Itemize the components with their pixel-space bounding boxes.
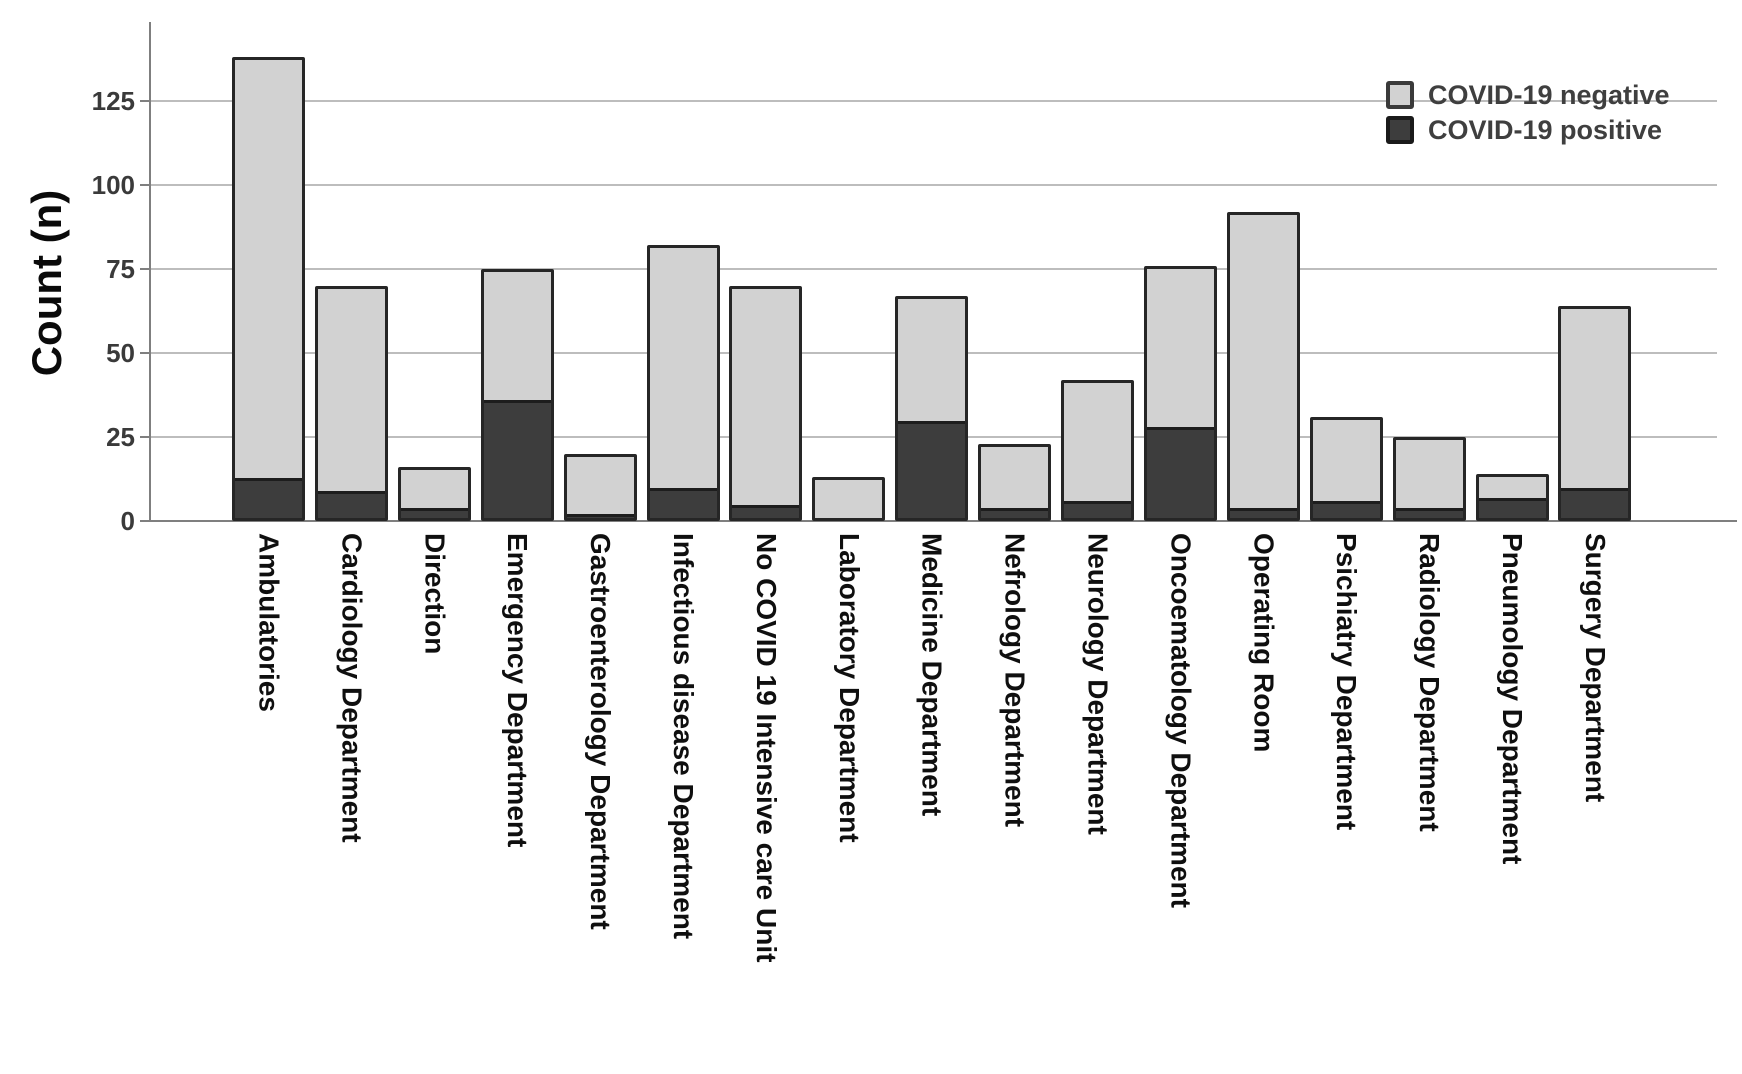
bar-positive-segment [898,421,966,518]
legend-item: COVID-19 negative [1386,80,1670,110]
bar-positive-segment [1064,501,1131,518]
x-category-label: Psichiatry Department [1331,533,1363,831]
y-tick-label: 50 [106,338,135,368]
legend-swatch-icon [1386,116,1414,144]
x-category-label: Gastroenterology Department [585,533,617,930]
bar-positive-segment [483,400,551,518]
x-category-label: Nefrology Department [999,533,1031,828]
legend-swatch-icon [1386,81,1414,109]
x-category-label: Direction [419,533,451,655]
x-category-label: No COVID 19 Intensive care Unit [750,533,782,963]
bar-positive-segment [732,505,800,518]
bar-ambulatories [232,57,305,521]
bar-cardiology-department [314,286,388,521]
bar-positive-segment [1146,427,1214,518]
y-axis-line [149,22,151,521]
plot-area: 0 25 50 75 100 125 [0,0,1742,534]
x-category-label: Pneumology Department [1497,533,1528,865]
bar-neurology-department [1061,380,1134,521]
y-tick-mark [140,436,149,438]
bar-operating-room [1226,212,1300,521]
x-category-label: Infectious disease Department [668,533,699,940]
bar-infectious-disease-department [646,245,720,521]
bar-gastroenterology-department [563,454,637,521]
y-tick-mark [140,520,149,522]
y-tick-label: 25 [106,422,135,452]
bar-pneumology-department [1475,474,1549,521]
legend-label: COVID-19 negative [1428,79,1670,110]
x-axis-category-labels: Ambulatories Cardiology Department Directi… [0,533,1742,1074]
y-tick-mark [140,184,149,186]
bar-psichiatry-department [1309,417,1383,521]
bar-positive-segment [1312,501,1380,518]
bar-emergency-department [480,269,554,521]
bar-positive-segment [1561,488,1629,518]
x-category-label: Medicine Department [916,533,948,817]
legend-label: COVID-19 positive [1428,114,1663,145]
y-tick-label: 100 [91,170,135,200]
bar-positive-segment [400,508,468,518]
x-category-label: Oncoematology Department [1165,533,1197,908]
legend: COVID-19 negative COVID-19 positive [1386,80,1670,150]
x-category-label: Surgery Department [1579,533,1611,803]
x-category-label: Laboratory Department [833,533,865,843]
x-category-label: Radiology Department [1414,533,1446,832]
bar-positive-segment [1478,498,1546,518]
y-tick-mark [140,100,149,102]
bar-positive-segment [235,478,302,518]
y-tick-label: 75 [106,254,135,284]
gridline-y-75 [149,268,1717,270]
bar-positive-segment [1229,508,1297,518]
bar-positive-segment [649,488,717,518]
x-category-label: Operating Room [1248,533,1280,753]
x-category-label: Ambulatories [253,533,285,712]
bar-direction [397,467,471,521]
bar-medicine-department [895,296,969,521]
y-tick-mark [140,268,149,270]
legend-item: COVID-19 positive [1386,115,1670,145]
gridline-y-125 [149,100,1717,102]
bar-laboratory-department [812,477,886,521]
gridline-y-100 [149,184,1717,186]
bar-nefrology-department [978,444,1052,521]
bar-positive-segment [1395,508,1463,518]
x-category-label: Neurology Department [1082,533,1114,835]
bar-positive-segment [566,514,634,518]
bar-positive-segment [317,491,385,518]
bar-radiology-department [1392,437,1466,521]
x-category-label: Emergency Department [502,533,534,848]
y-tick-label: 0 [120,506,135,536]
bar-oncoematology-department [1143,266,1217,521]
bar-positive-segment [981,508,1049,518]
y-tick-label: 125 [91,86,135,116]
bar-surgery-department [1558,306,1632,521]
bar-no-covid-19-intensive-care-unit [729,286,803,521]
x-category-label: Cardiology Department [336,533,368,843]
y-tick-mark [140,352,149,354]
x-axis-line [149,520,1737,522]
